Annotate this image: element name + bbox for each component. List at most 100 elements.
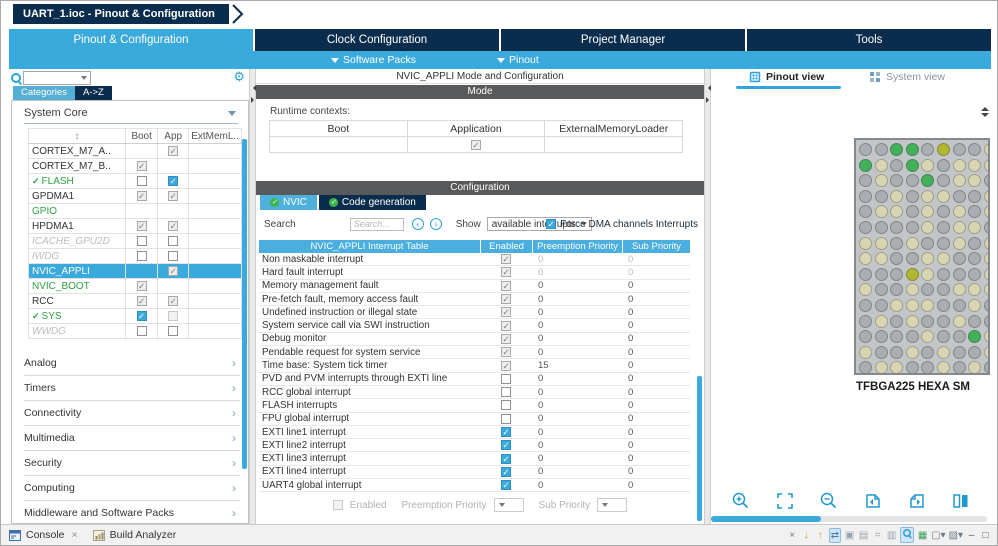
tab-categories[interactable]: Categories [13,86,75,100]
chip-pin[interactable] [937,314,950,328]
tab-code-generation[interactable]: Code generation [318,195,426,210]
chip-pin[interactable] [937,252,950,266]
interrupt-row-pvd-and-pvm-interrupts-through-exti-line[interactable]: PVD and PVM interrupts through EXTI line… [259,373,690,386]
interrupt-row-exti-line4-interrupt[interactable]: EXTI line4 interrupt 0 0 [259,466,690,480]
chip-pin[interactable] [890,236,904,250]
chip-pin[interactable] [921,221,935,234]
app-checkbox[interactable] [168,235,179,246]
panel-divider-left[interactable] [249,69,256,526]
chip-pin[interactable] [968,267,982,281]
search-prev-icon[interactable]: ‹ [411,218,424,230]
chip-pin[interactable] [968,299,982,312]
boot-checkbox[interactable] [136,280,147,291]
chip-pin[interactable] [921,158,935,172]
link-with-editor-icon[interactable]: ⇄ [828,527,842,543]
chip-pin[interactable] [905,252,919,266]
chip-pin[interactable] [921,345,935,359]
chip-pin[interactable] [859,221,872,234]
chip-pin[interactable] [952,267,966,281]
chip-pin[interactable] [921,236,935,250]
chip-pin[interactable] [968,158,982,172]
chip-pin[interactable] [905,283,919,297]
chip-pin[interactable] [952,221,966,234]
chip-pin[interactable] [890,252,904,266]
tab-tools[interactable]: Tools [747,29,991,51]
chip-pin[interactable] [874,345,888,359]
chip-pin[interactable] [937,189,950,203]
enabled-checkbox[interactable] [501,254,511,265]
tab-pinout-view[interactable]: Pinout view [749,71,824,83]
chip-pin[interactable] [874,252,888,266]
interrupt-row-exti-line2-interrupt[interactable]: EXTI line2 interrupt 0 0 [259,439,690,453]
boot-checkbox[interactable] [136,250,147,261]
interrupt-row-exti-line3-interrupt[interactable]: EXTI line3 interrupt 0 0 [259,452,690,466]
app-checkbox[interactable] [168,265,179,276]
minimize-icon[interactable]: – [968,529,975,541]
open-console-dropdown-icon[interactable]: ▧▾ [948,529,963,541]
chip-pin[interactable] [874,299,888,312]
show-console-icon[interactable]: ▥ [886,529,897,541]
sidebar-scrollbar[interactable] [242,139,247,469]
chip-pin[interactable] [859,345,872,359]
chip-pin[interactable] [890,174,904,188]
chip-pin[interactable] [983,158,988,172]
force-dma-checkbox[interactable] [546,219,557,229]
chip-pin[interactable] [874,205,888,219]
config-scrollbar[interactable] [697,376,702,521]
chip-pin[interactable] [905,345,919,359]
subnav-pinout[interactable]: Pinout [497,51,539,69]
rotate-clockwise-icon[interactable] [906,491,928,511]
chip-pin[interactable] [952,252,966,266]
chip-pin[interactable] [983,205,988,219]
tab-build-analyzer[interactable]: Build Analyzer [109,529,177,541]
chip-pin[interactable] [983,236,988,250]
chip-pin[interactable] [937,283,950,297]
app-checkbox[interactable] [168,175,179,186]
chip-pin[interactable] [859,174,872,188]
app-checkbox[interactable] [168,295,179,306]
boot-checkbox[interactable] [136,310,147,321]
enabled-checkbox[interactable] [501,373,511,384]
chip-pin[interactable] [859,330,872,344]
split-view-icon[interactable] [950,491,972,511]
rotate-counterclockwise-icon[interactable] [862,491,884,511]
footer-enabled-checkbox[interactable] [332,500,343,510]
chip-pin[interactable] [874,236,888,250]
chip-pin[interactable] [968,252,982,266]
app-checkbox[interactable] [168,145,179,156]
tab-pinout-configuration[interactable]: Pinout & Configuration [9,29,253,51]
interrupt-row-rcc-global-interrupt[interactable]: RCC global interrupt 0 0 [259,386,690,400]
chip-pin[interactable] [952,143,966,156]
app-checkbox[interactable] [168,190,179,201]
peripheral-row-gpio[interactable]: GPIO [27,203,242,219]
chip-pin[interactable] [859,236,872,250]
interrupt-row-pre-fetch-fault-memory-access-fault[interactable]: Pre-fetch fault, memory access fault 0 0 [259,293,690,307]
boot-checkbox[interactable] [136,175,147,186]
chip-pin[interactable] [859,143,872,156]
chip-pin[interactable] [983,267,988,281]
chip-pin[interactable] [905,174,919,188]
chip-pin[interactable] [890,189,904,203]
chip-pin[interactable] [968,221,982,234]
enabled-checkbox[interactable] [501,480,511,491]
collapse-left-icon[interactable] [705,85,711,91]
chip-pin[interactable] [983,174,988,188]
chip-pin[interactable] [921,143,935,156]
app-checkbox[interactable] [168,310,179,321]
chip-pin[interactable] [983,252,988,266]
interrupt-row-uart4-global-interrupt[interactable]: UART4 global interrupt 0 0 [259,479,690,493]
peripheral-row-cortex-m7-a[interactable]: CORTEX_M7_A.. [27,143,242,159]
enabled-checkbox[interactable] [501,413,511,424]
peripheral-row-flash[interactable]: ✓ FLASH [27,173,242,189]
chip-pin[interactable] [937,174,950,188]
close-icon[interactable]: × [789,529,796,541]
chip-pin[interactable] [983,330,988,344]
peripheral-row-cortex-m7-b[interactable]: CORTEX_M7_B.. [27,158,242,174]
zoom-out-icon[interactable] [818,491,840,511]
chip-pin[interactable] [937,361,950,373]
interrupt-row-pendable-request-for-system-service[interactable]: Pendable request for system service 0 0 [259,346,690,360]
sidebar-section-computing[interactable]: Computing › [24,476,240,501]
chip-pin[interactable] [859,283,872,297]
chip-pin[interactable] [952,330,966,344]
interrupt-row-system-service-call-via-swi-instruction[interactable]: System service call via SWI instruction 0… [259,319,690,333]
